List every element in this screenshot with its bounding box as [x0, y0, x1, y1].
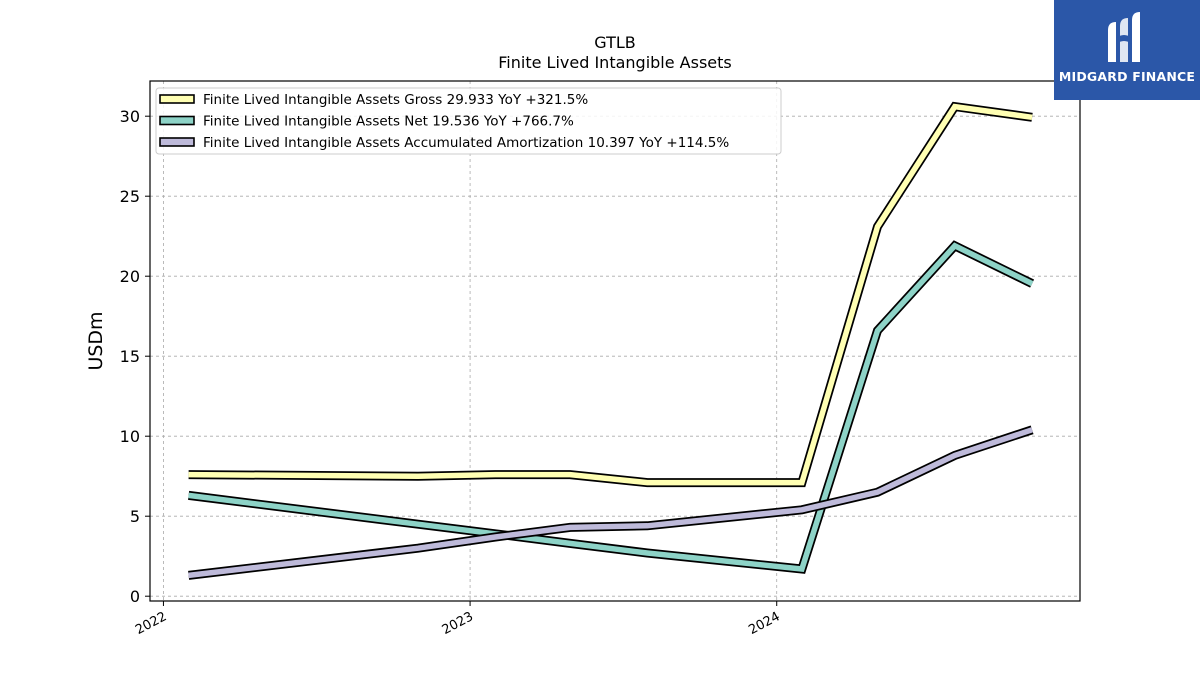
legend-box — [155, 87, 782, 155]
y-axis-label: USDm — [85, 311, 107, 370]
legend-entry-2: Finite Lived Intangible Assets Accumulat… — [203, 135, 729, 151]
y-tick-label: 5 — [130, 507, 140, 526]
y-tick-label: 25 — [120, 187, 140, 206]
legend-entry-0: Finite Lived Intangible Assets Gross 29.… — [203, 92, 588, 108]
chart-subtitle: Finite Lived Intangible Assets — [498, 53, 731, 72]
legend-swatch-0 — [159, 94, 195, 104]
y-axis: 0 5 10 15 20 25 30 — [120, 107, 150, 606]
brand-logo: MIDGARD FINANCE — [1054, 0, 1200, 100]
legend-swatch-1 — [159, 115, 195, 126]
x-tick-label: 2024 — [746, 609, 782, 638]
series-lines — [188, 101, 1035, 580]
chart-title: GTLB — [594, 33, 636, 52]
x-tick-label: 2022 — [133, 609, 169, 638]
legend-swatch-2 — [159, 137, 195, 147]
y-tick-label: 0 — [130, 587, 140, 606]
brand-name: MIDGARD FINANCE — [1058, 69, 1196, 84]
x-axis: 2022 2023 2024 — [133, 601, 783, 638]
legend: Finite Lived Intangible Assets Gross 29.… — [155, 87, 782, 155]
y-tick-label: 15 — [120, 347, 140, 366]
y-tick-label: 30 — [120, 107, 140, 126]
series-outline-1 — [188, 240, 1035, 574]
series-line-2 — [188, 427, 1033, 579]
plot-frame — [149, 80, 1081, 602]
y-tick-label: 10 — [120, 427, 140, 446]
midgard-logo-icon — [1108, 12, 1140, 62]
series-outline-2 — [188, 425, 1034, 580]
y-tick-label: 20 — [120, 267, 140, 286]
x-tick-label: 2023 — [440, 609, 476, 638]
legend-entry-1: Finite Lived Intangible Assets Net 19.53… — [203, 114, 574, 130]
